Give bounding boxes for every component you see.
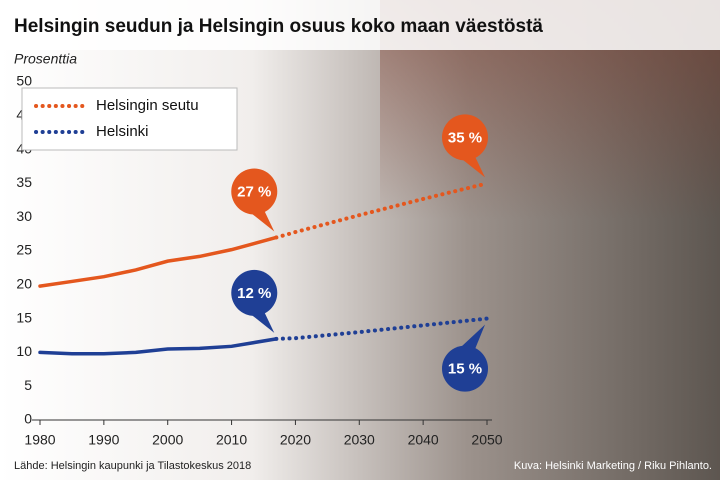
x-tick-label: 1980: [24, 432, 55, 448]
x-tick-label: 2040: [408, 432, 439, 448]
data-label: 35 %: [448, 129, 482, 146]
y-tick-label: 30: [16, 208, 32, 224]
chart-title: Helsingin seudun ja Helsingin osuus koko…: [14, 16, 543, 37]
y-tick-label: 50: [16, 73, 32, 89]
y-tick-label: 25: [16, 242, 32, 258]
x-tick-label: 2020: [280, 432, 311, 448]
forecast-line: [274, 316, 489, 341]
x-tick-label: 2000: [152, 432, 183, 448]
x-tick-label: 2030: [344, 432, 375, 448]
y-tick-label: 5: [24, 377, 32, 393]
x-tick-label: 2010: [216, 432, 247, 448]
data-label: 12 %: [237, 285, 271, 302]
y-tick-label: 10: [16, 343, 32, 359]
source: Lähde: Helsingin kaupunki ja Tilastokesk…: [14, 460, 251, 472]
y-tick-label: 15: [16, 309, 32, 325]
title-band: [0, 0, 720, 50]
legend-label: Helsingin seutu: [96, 97, 199, 114]
x-tick-label: 1990: [88, 432, 119, 448]
callout: [231, 168, 278, 215]
forecast-line: [274, 181, 489, 240]
y-tick-label: 0: [24, 411, 32, 427]
legend-box: [21, 87, 238, 151]
credit: Kuva: Helsinki Marketing / Riku Pihlanto…: [514, 460, 712, 472]
legend-label: Helsinki: [96, 123, 149, 140]
y-axis-label: Prosenttia: [14, 51, 77, 67]
data-label: 27 %: [237, 183, 271, 200]
callout: [442, 345, 488, 392]
data-line: [38, 337, 279, 356]
data-line: [38, 235, 279, 288]
data-label: 15 %: [448, 361, 482, 378]
callout: [231, 269, 278, 316]
y-tick-label: 35: [16, 174, 32, 190]
y-tick-label: 20: [16, 276, 32, 292]
callout-pointer: [456, 324, 485, 352]
callout: [442, 114, 488, 161]
x-tick-label: 2050: [471, 432, 502, 448]
